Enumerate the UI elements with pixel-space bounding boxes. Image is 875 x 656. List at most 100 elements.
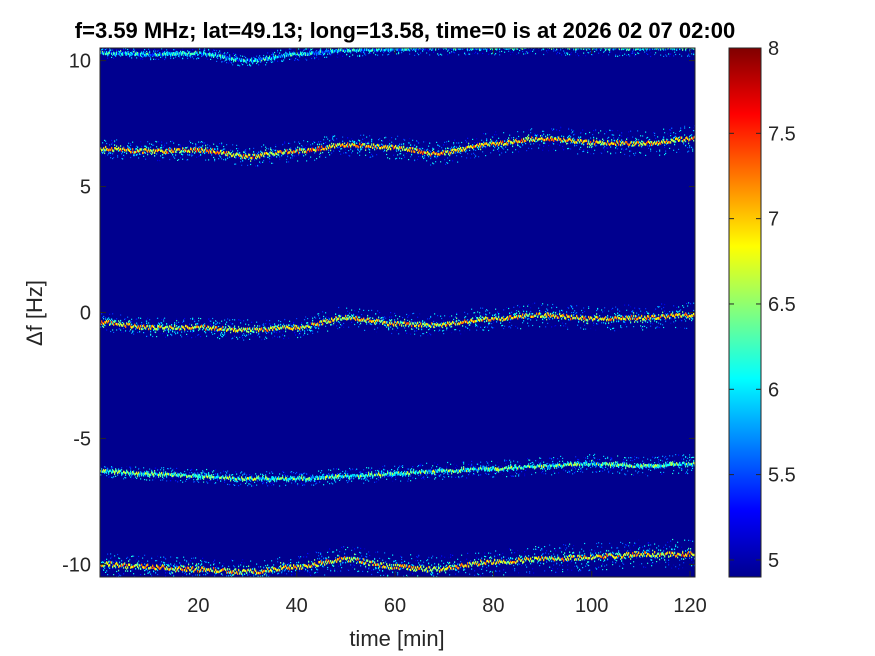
trace-point [593,136,595,139]
trace-speckle [642,135,644,137]
trace-speckle [548,150,550,152]
trace-point [324,52,326,55]
trace-point [693,48,695,50]
trace-point [179,151,181,154]
trace-speckle [597,307,599,310]
trace-speckle [354,323,356,326]
trace-speckle [438,330,440,332]
trace-speckle [677,46,678,47]
trace-point [462,149,464,152]
trace-point [174,324,176,328]
trace-speckle [138,157,140,159]
trace-point [450,149,452,151]
trace-point [117,52,119,55]
trace-speckle [231,338,233,340]
trace-speckle [559,318,561,320]
trace-speckle [633,153,635,155]
trace-point [113,149,115,153]
trace-point [480,145,482,148]
trace-point [337,49,339,53]
trace-speckle [389,51,391,54]
trace-point [216,329,218,332]
trace-point [174,54,176,56]
trace-speckle [574,143,576,145]
trace-point [155,54,157,57]
trace-speckle [185,54,187,56]
trace-point [483,144,485,147]
trace-speckle [338,321,340,323]
trace-speckle [178,55,180,57]
trace-speckle [290,322,292,324]
trace-point [128,148,130,152]
trace-speckle [615,55,617,57]
trace-speckle [430,334,432,336]
trace-point [449,151,451,154]
trace-point [420,48,422,50]
trace-speckle [267,332,269,334]
trace-point [126,322,128,325]
trace-point [573,140,575,143]
trace-speckle [573,134,575,136]
trace-point [301,52,303,55]
trace-point [401,146,403,149]
trace-speckle [487,132,489,134]
trace-speckle [529,44,530,45]
trace-speckle [307,318,309,320]
trace-speckle [344,147,346,149]
trace-point [203,324,205,326]
trace-point [505,48,507,50]
trace-speckle [595,319,597,321]
trace-speckle [451,151,453,154]
trace-speckle [326,328,328,330]
trace-core [100,134,695,162]
trace-point [301,54,303,56]
trace-point [358,149,360,151]
trace-point [679,48,681,51]
trace-speckle [263,323,265,325]
trace-point [148,327,150,331]
trace-speckle [171,334,173,336]
trace-point [172,150,174,153]
trace-point [330,49,332,52]
trace-speckle [192,49,194,51]
trace-speckle [316,56,318,58]
trace-point [673,139,675,143]
trace-speckle [428,44,429,45]
trace-point [470,48,472,51]
trace-point [260,61,262,63]
trace-point [322,147,324,150]
trace-point [317,146,319,149]
trace-speckle [242,337,244,339]
trace-point [676,48,678,50]
trace-point [239,154,241,158]
trace-point [474,145,476,148]
trace-speckle [615,306,617,308]
trace-speckle [654,309,656,311]
trace-speckle [383,316,385,319]
trace-speckle [274,55,276,57]
trace-point [146,149,148,152]
trace-speckle [673,305,675,307]
trace-speckle [290,147,292,149]
trace-speckle [189,55,191,57]
trace-speckle [192,142,194,145]
trace-point [445,150,447,153]
trace-point [597,45,598,47]
trace-speckle [325,325,327,327]
trace-speckle [412,324,414,326]
trace-speckle [293,321,295,323]
trace-point [513,139,515,141]
trace-speckle [635,53,637,56]
trace-point [267,59,269,62]
trace-speckle [486,138,488,140]
trace-speckle [232,150,234,152]
trace-speckle [500,145,502,147]
trace-point [439,153,441,156]
trace-speckle [423,157,425,159]
trace-point [573,137,575,140]
trace-point [582,45,583,47]
trace-point [462,146,464,149]
trace-point [654,48,656,50]
trace-speckle [117,154,119,157]
